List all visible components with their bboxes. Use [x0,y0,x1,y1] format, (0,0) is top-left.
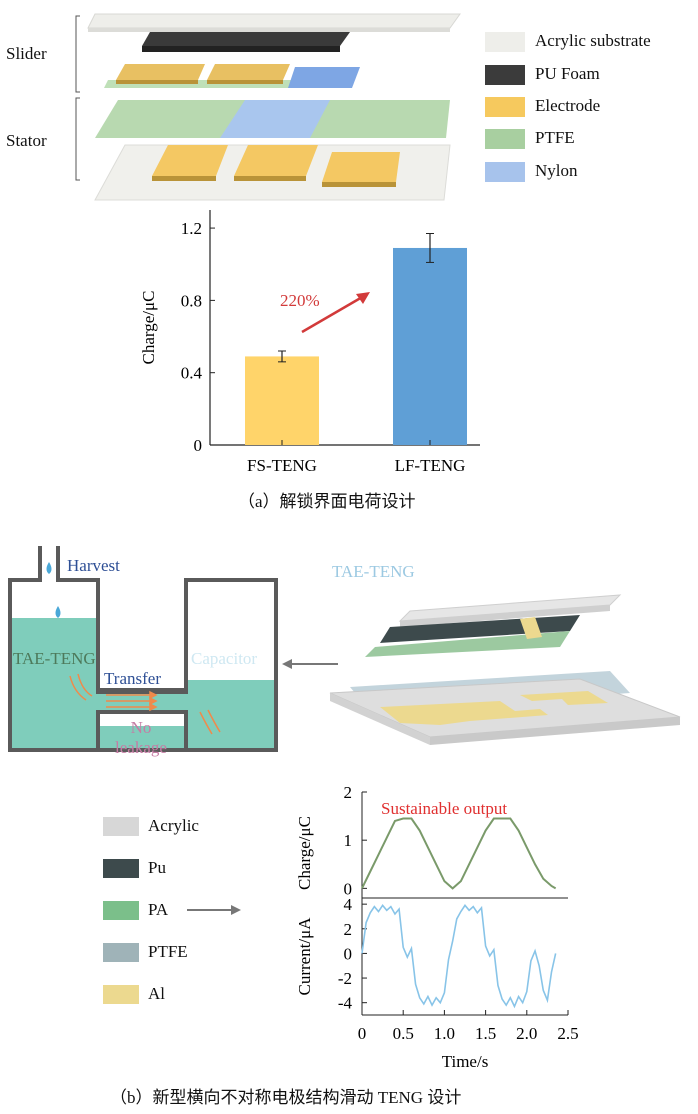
legend-b-swatch-pa [103,901,139,920]
legend-a-swatch-electrode [485,97,525,117]
current-x-tick-label: 2.0 [516,1024,537,1043]
current-x-tick-label: 1.0 [434,1024,455,1043]
legend-a-swatch-ptfe [485,129,525,149]
stator-bracket [75,97,80,181]
caption-b: （b）新型横向不对称电极结构滑动 TENG 设计 [110,1088,462,1107]
charge-y-tick-label: 0 [344,879,353,898]
slider-electrode-2 [207,64,290,80]
stator-electrode-2 [234,145,318,176]
legend-a-label-ptfe: PTFE [535,128,575,147]
current-x-tick-label: 0 [358,1024,367,1043]
stator-label: Stator [6,131,47,150]
x-axis-label: Time/s [442,1052,489,1071]
y-axis-label: Charge/μC [139,291,158,365]
upper-pa-film [365,631,570,657]
current-series-line [361,904,557,1009]
legend-a-label-electrode: Electrode [535,96,601,115]
stator-electrode-3 [322,152,400,182]
slider-acrylic-layer [87,13,461,29]
tank-water-right [186,680,276,750]
tank-water-left [10,618,98,750]
flow-curve-arrows-icon [69,673,221,735]
current-y-tick-label: -4 [338,994,353,1013]
charge-series-line [361,817,557,890]
droplet-icon [46,562,52,574]
tae-teng-title: TAE-TENG [332,562,415,581]
droplet-icon [55,606,61,618]
legend-b-label-ptfe: PTFE [148,942,188,961]
legend-a-label-nylon: Nylon [535,161,578,180]
current-x-tick-label: 1.5 [475,1024,496,1043]
current-y-axis-label: Current/μA [295,917,314,996]
increase-arrowhead [356,292,370,304]
current-y-tick-label: -2 [338,969,352,988]
increase-arrow [301,294,365,334]
tank-walls [8,546,278,752]
current-y-tick-label: 4 [344,895,353,914]
caption-a: （a）解锁界面电荷设计 [238,492,416,511]
tae-teng-illustration [329,594,681,745]
legend-b-label-pu: Pu [148,858,166,877]
transfer-label: Transfer [104,669,161,688]
y-tick-label: 0.8 [181,291,202,310]
increase-label: 220% [280,291,320,310]
legend-b-label-pa: PA [148,900,169,919]
legend-b-swatch-al [103,985,139,1004]
legend-a-swatch-acrylic [485,32,525,52]
bar [245,356,319,445]
channel-bridge-top [98,672,186,692]
legend-b-swatch-ptfe [103,943,139,962]
tank-diagram [8,546,278,752]
charge-y-tick-label: 2 [344,783,353,802]
x-tick-label: FS-TENG [247,456,317,475]
wave-chart: 0 1 2 Charge/μC Sustainable output 4 2 0 -2 -4 0 0.… [295,783,579,1071]
legend-b-swatch-acrylic [103,817,139,836]
y-tick-label: 0 [194,436,203,455]
slider-nylon [288,67,360,88]
sustainable-output-label: Sustainable output [381,799,507,818]
lower-al-electrode [380,701,548,725]
capacitor-label: Capacitor [191,649,258,668]
arrow-left-icon [282,659,338,669]
charge-y-tick-label: 1 [344,831,353,850]
harvest-label: Harvest [67,556,120,575]
current-x-tick-label: 2.5 [557,1024,578,1043]
current-y-tick-label: 2 [344,920,353,939]
legend-a-label-pu-foam: PU Foam [535,64,600,83]
x-tick-label: LF-TENG [395,456,466,475]
legend-b-label-acrylic: Acrylic [148,816,199,835]
legend-b-label-al: Al [148,984,165,1003]
bar-chart: 0 0.4 0.8 1.2 Charge/μC FS-TENG LF-TENG 220% [139,210,480,475]
stator-nylon-layer [220,100,330,138]
bar [393,247,467,445]
upper-al-strip [520,617,542,639]
arrow-right-icon [187,905,241,915]
charge-y-axis-label: Charge/μC [295,816,314,890]
pu-foam-layer [142,32,350,46]
y-tick-label: 0.4 [181,364,203,383]
lower-al-electrode-2 [520,691,608,705]
current-y-tick-label: 0 [344,944,353,963]
legend-b-swatch-pu [103,859,139,878]
no-leakage-label: No leakage [115,718,167,757]
current-x-tick-label: 0.5 [393,1024,414,1043]
tae-teng-tank-label: TAE-TENG [13,649,96,668]
transfer-arrows-icon [106,690,158,712]
slider-label: Slider [6,44,47,63]
legend-a-swatch-nylon [485,162,525,182]
slider-bracket [75,15,80,93]
channel-bridge-bottom [98,712,186,726]
stator-electrode-1 [152,145,228,176]
stack-illustration-a [75,13,461,201]
legend-a-swatch-pu-foam [485,65,525,85]
y-tick-label: 1.2 [181,219,202,238]
slider-electrode-1 [116,64,205,80]
legend-a-label-acrylic: Acrylic substrate [535,31,651,50]
